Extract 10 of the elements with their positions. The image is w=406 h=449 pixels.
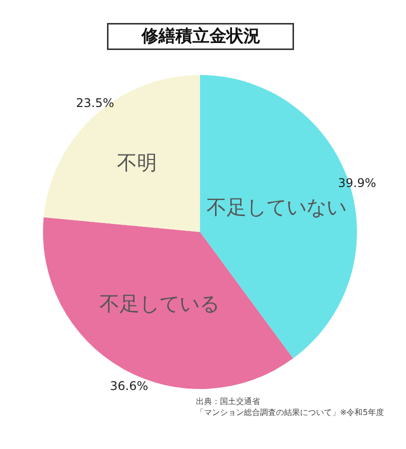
text: 「マンション総合調査の結果について」※令和5年度 <box>196 408 384 417</box>
pie-slice <box>43 217 294 389</box>
slice-label: 不明 <box>116 150 157 175</box>
slice-label: 不足している <box>100 291 220 316</box>
pie-slice <box>44 75 200 232</box>
chart-title: 修繕積立金状況 <box>140 26 260 46</box>
slice-label: 不足していない <box>206 194 346 219</box>
data-label: 36.6% <box>110 379 148 393</box>
data-label: 23.5% <box>76 96 114 110</box>
source-note: 出典：国土交通省 <box>196 397 260 406</box>
